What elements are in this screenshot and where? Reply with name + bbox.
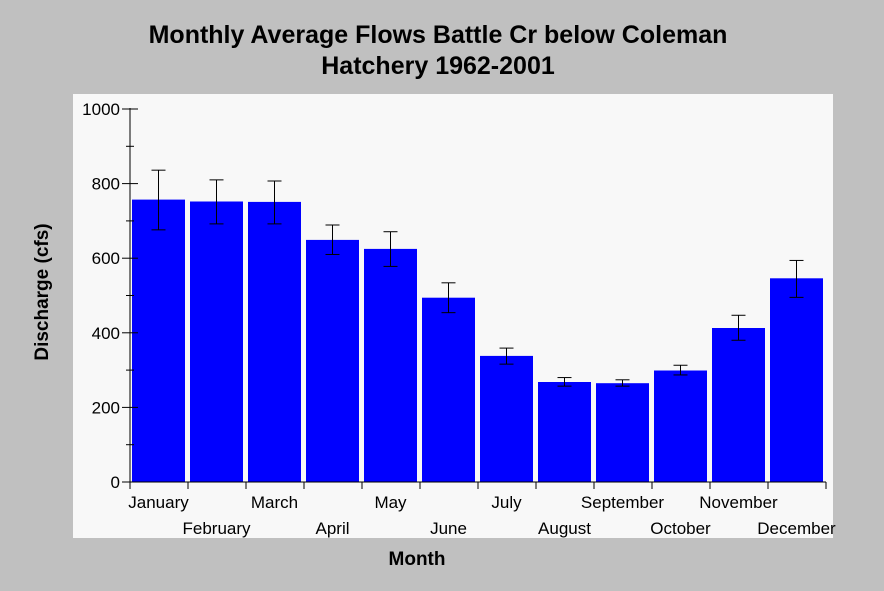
error-bar-april <box>325 224 340 255</box>
chart-title-line-1: Monthly Average Flows Battle Cr below Co… <box>148 21 728 49</box>
error-bar-july <box>499 347 514 365</box>
y-tick-label-400: 400 <box>92 324 120 343</box>
y-tick-label-200: 200 <box>92 398 120 417</box>
bar-september <box>596 383 649 482</box>
y-tick-label-600: 600 <box>92 249 120 268</box>
bar-december <box>770 278 823 482</box>
bar-july <box>480 355 533 482</box>
error-bar-may <box>383 231 398 267</box>
x-tick-label-march: March <box>251 493 298 512</box>
x-tick-label-september: September <box>581 493 664 512</box>
error-bar-june <box>441 282 456 314</box>
x-tick-label-january: January <box>128 493 189 512</box>
x-tick-label-february: February <box>182 519 251 538</box>
x-tick-label-july: July <box>491 493 522 512</box>
bar-august <box>538 382 591 482</box>
bars-layer <box>132 199 823 482</box>
error-bar-december <box>789 259 804 298</box>
error-bar-november <box>731 314 746 341</box>
bar-april <box>306 239 359 482</box>
x-tick-label-april: April <box>315 519 349 538</box>
x-tick-label-august: August <box>538 519 591 538</box>
x-tick-label-may: May <box>374 493 407 512</box>
error-bar-february <box>209 179 224 225</box>
x-tick-label-june: June <box>430 519 467 538</box>
x-tick-label-december: December <box>757 519 836 538</box>
error-bars-layer <box>151 169 804 387</box>
chart-title: Monthly Average Flows Battle Cr below Co… <box>0 20 876 82</box>
error-bar-october <box>673 364 688 376</box>
error-bar-august <box>557 377 572 387</box>
bar-november <box>712 328 765 482</box>
x-tick-label-november: November <box>699 493 778 512</box>
y-tick-label-800: 800 <box>92 175 120 194</box>
bar-may <box>364 248 417 482</box>
bar-january <box>132 199 185 482</box>
chart-title-line-2: Hatchery 1962-2001 <box>321 52 555 80</box>
bar-february <box>190 201 243 482</box>
bar-june <box>422 297 475 482</box>
y-tick-label-1000: 1000 <box>82 100 120 119</box>
error-bar-january <box>151 169 166 231</box>
x-axis-title: Month <box>388 549 446 570</box>
error-bar-march <box>267 180 282 225</box>
bar-march <box>248 201 301 482</box>
bar-october <box>654 370 707 482</box>
error-bar-september <box>615 379 630 387</box>
y-axis-title: Discharge (cfs) <box>32 223 53 361</box>
y-tick-label-0: 0 <box>111 473 120 492</box>
x-tick-label-october: October <box>650 519 711 538</box>
